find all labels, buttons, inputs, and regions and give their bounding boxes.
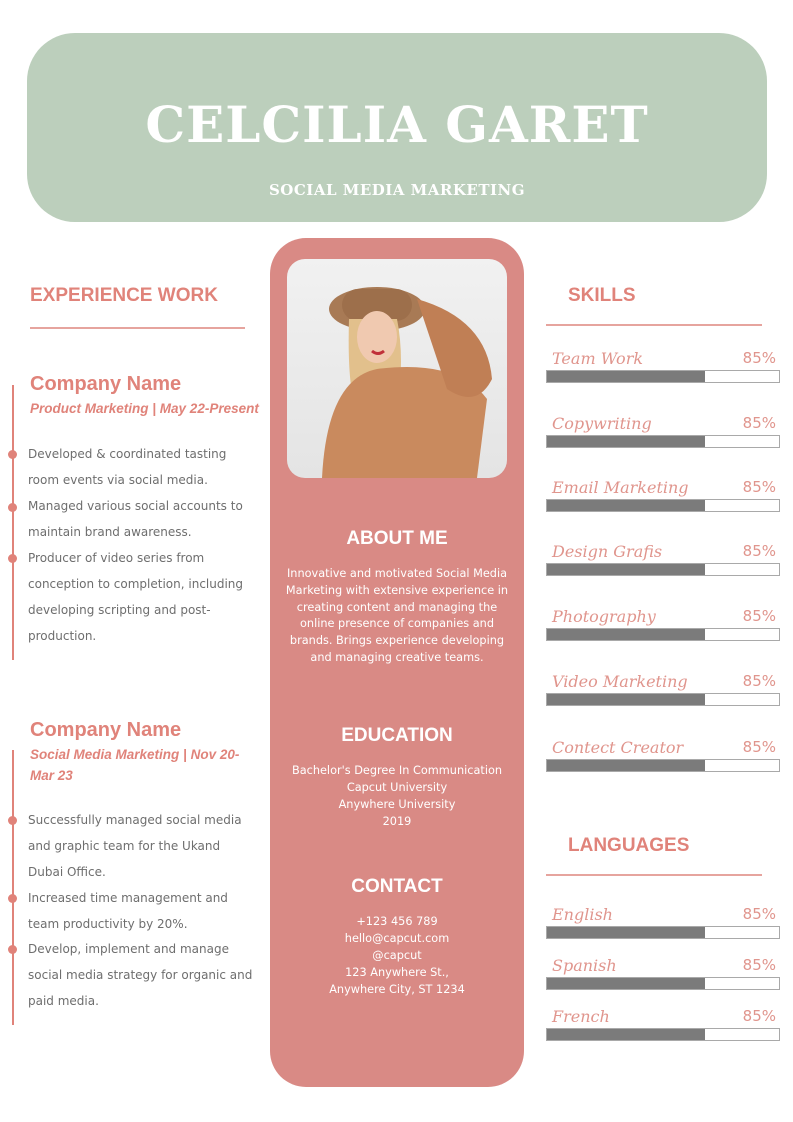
languages-progress-fill xyxy=(547,927,705,938)
job-bullet: Increased time management and team produ… xyxy=(28,891,228,931)
skills-percent: 85% xyxy=(742,414,776,432)
languages-percent: 85% xyxy=(742,956,776,974)
languages-heading: LANGUAGES xyxy=(568,835,690,856)
bullet-icon xyxy=(8,554,17,563)
company-name: Company Name xyxy=(30,373,182,395)
bullet-icon xyxy=(8,816,17,825)
skills-progress-bar xyxy=(546,499,780,512)
languages-percent: 85% xyxy=(742,1007,776,1025)
education-school: Capcut University xyxy=(346,781,448,794)
timeline-line xyxy=(12,385,14,660)
contact-phone: +123 456 789 xyxy=(356,915,438,928)
skills-progress-bar xyxy=(546,693,780,706)
education-heading: EDUCATION xyxy=(341,725,453,746)
bullet-icon xyxy=(8,945,17,954)
skills-progress-bar xyxy=(546,563,780,576)
skills-progress-bar xyxy=(546,435,780,448)
skills-percent: 85% xyxy=(742,349,776,367)
divider xyxy=(30,327,245,329)
skills-label: Photography xyxy=(552,607,656,626)
skills-progress-fill xyxy=(547,436,705,447)
profile-photo xyxy=(287,259,507,478)
education-school: Anywhere University xyxy=(338,798,456,811)
skills-label: Email Marketing xyxy=(552,478,689,497)
job-bullet: Producer of video series from conception… xyxy=(28,551,244,643)
contact-handle: @capcut xyxy=(372,949,422,962)
skills-percent: 85% xyxy=(742,478,776,496)
job-bullet: Successfully managed social media and gr… xyxy=(28,813,242,879)
divider xyxy=(546,324,762,326)
candidate-role: SOCIAL MEDIA MARKETING xyxy=(268,181,526,199)
education-year: 2019 xyxy=(382,815,412,828)
skills-progress-bar xyxy=(546,370,780,383)
education-degree: Bachelor's Degree In Communication xyxy=(291,764,503,777)
skills-progress-fill xyxy=(547,500,705,511)
bullet-icon xyxy=(8,450,17,459)
skills-progress-fill xyxy=(547,564,705,575)
skills-label: Contect Creator xyxy=(552,738,684,757)
languages-progress-fill xyxy=(547,1029,705,1040)
candidate-name: CELCILIA GARET xyxy=(145,95,649,154)
skills-progress-bar xyxy=(546,628,780,641)
languages-progress-bar xyxy=(546,926,780,939)
skills-label: Video Marketing xyxy=(552,672,688,691)
skills-label: Team Work xyxy=(552,349,644,368)
company-name: Company Name xyxy=(30,719,182,741)
skills-progress-fill xyxy=(547,694,705,705)
skills-label: Copywriting xyxy=(552,414,652,433)
header-banner: CELCILIA GARET SOCIAL MEDIA MARKETING xyxy=(27,33,767,222)
contact-address: 123 Anywhere St., xyxy=(345,966,449,979)
languages-percent: 85% xyxy=(742,905,776,923)
skills-percent: 85% xyxy=(742,738,776,756)
job-subtitle: Product Marketing | May 22-Present xyxy=(30,401,259,416)
bullet-icon xyxy=(8,503,17,512)
skills-label: Design Grafis xyxy=(552,542,663,561)
center-panel: ABOUT ME Innovative and motivated Social… xyxy=(270,238,524,1087)
contact-heading: CONTACT xyxy=(351,876,443,897)
skills-progress-fill xyxy=(547,760,705,771)
job-bullet: Managed various social accounts to maint… xyxy=(28,499,243,539)
job-subtitle: Social Media Marketing | Nov 20-Mar 23 xyxy=(30,747,240,783)
timeline-line xyxy=(12,750,14,1025)
languages-label: English xyxy=(552,905,613,924)
skills-progress-fill xyxy=(547,629,705,640)
skills-heading: SKILLS xyxy=(568,285,636,306)
skills-percent: 85% xyxy=(742,672,776,690)
languages-label: French xyxy=(552,1007,610,1026)
contact-city: Anywhere City, ST 1234 xyxy=(329,983,465,996)
about-heading: ABOUT ME xyxy=(346,528,448,549)
job-bullet: Developed & coordinated tasting room eve… xyxy=(28,447,227,487)
contact-email[interactable]: hello@capcut.com xyxy=(344,932,450,945)
languages-progress-bar xyxy=(546,977,780,990)
languages-progress-bar xyxy=(546,1028,780,1041)
bullet-icon xyxy=(8,894,17,903)
job-bullet: Develop, implement and manage social med… xyxy=(28,942,253,1008)
languages-progress-fill xyxy=(547,978,705,989)
skills-progress-bar xyxy=(546,759,780,772)
divider xyxy=(546,874,762,876)
about-text: Innovative and motivated Social Media Ma… xyxy=(285,567,509,664)
skills-percent: 85% xyxy=(742,607,776,625)
skills-progress-fill xyxy=(547,371,705,382)
languages-label: Spanish xyxy=(552,956,617,975)
skills-percent: 85% xyxy=(742,542,776,560)
experience-heading: EXPERIENCE WORK xyxy=(30,285,218,306)
